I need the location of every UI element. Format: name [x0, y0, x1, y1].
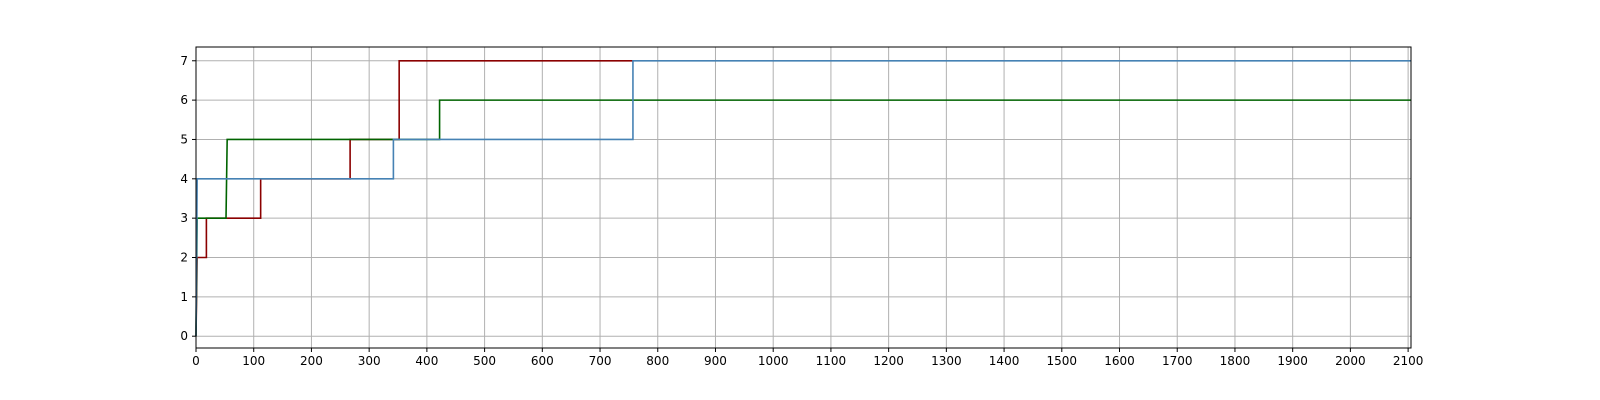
x-tick-label: 2100	[1393, 354, 1424, 368]
x-tick-label: 2000	[1335, 354, 1366, 368]
y-axis: 0 1 2 3 4 5 6 7	[180, 54, 196, 343]
x-tick-label: 1000	[758, 354, 789, 368]
x-tick-label: 1500	[1047, 354, 1078, 368]
x-tick-label: 900	[704, 354, 727, 368]
y-tick-label: 2	[180, 251, 188, 265]
y-tick-label: 6	[180, 93, 188, 107]
x-tick-label: 700	[589, 354, 612, 368]
x-tick-label: 600	[531, 354, 554, 368]
x-tick-label: 100	[242, 354, 265, 368]
x-tick-label: 1800	[1220, 354, 1251, 368]
plot-frame	[195, 46, 1412, 349]
y-tick-label: 3	[180, 211, 188, 225]
x-tick-label: 200	[300, 354, 323, 368]
x-tick-label: 0	[192, 354, 200, 368]
x-tick-label: 800	[646, 354, 669, 368]
y-tick-label: 0	[180, 329, 188, 343]
x-tick-label: 1600	[1104, 354, 1135, 368]
x-tick-label: 1100	[816, 354, 847, 368]
series-group	[195, 59, 1411, 337]
x-tick-label: 1900	[1277, 354, 1308, 368]
series-line-1	[195, 59, 633, 337]
series-line-3	[195, 59, 1411, 337]
x-tick-label: 500	[473, 354, 496, 368]
x-tick-label: 400	[415, 354, 438, 368]
y-tick-label: 4	[180, 172, 188, 186]
x-tick-label: 1300	[931, 354, 962, 368]
x-tick-label: 1400	[989, 354, 1020, 368]
grid	[195, 47, 1411, 348]
y-tick-label: 5	[180, 132, 188, 146]
y-tick-label: 1	[180, 290, 188, 304]
x-tick-label: 1700	[1162, 354, 1193, 368]
x-tick-label: 1200	[873, 354, 904, 368]
x-axis: 0 100 200 300 400 500 600 700 800 900 1000 1100 1200…	[192, 348, 1423, 368]
y-tick-label: 7	[180, 54, 188, 68]
x-tick-label: 300	[358, 354, 381, 368]
